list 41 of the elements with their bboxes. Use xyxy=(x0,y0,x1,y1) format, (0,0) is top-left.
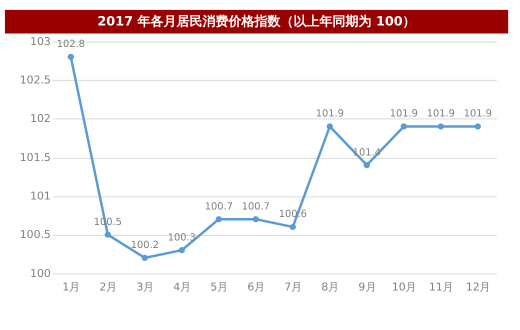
point xyxy=(216,216,222,222)
data-label: 100.7 xyxy=(204,201,233,212)
point xyxy=(104,232,111,238)
point xyxy=(252,216,259,222)
y-tick-label: 101.5 xyxy=(20,150,51,164)
x-tick-label: 4月 xyxy=(173,280,192,294)
point xyxy=(364,162,370,168)
y-tick-label: 100 xyxy=(30,266,51,280)
chart-title: 2017 年各月居民消费价格指数（以上年同期为 100） xyxy=(97,14,416,30)
y-tick-label: 102.5 xyxy=(20,74,51,87)
point xyxy=(438,123,444,130)
x-tick-label: 9月 xyxy=(358,280,376,294)
data-label: 101.9 xyxy=(426,108,455,120)
data-label: 102.8 xyxy=(56,39,85,50)
data-label: 100.7 xyxy=(242,201,270,212)
data-label: 100.2 xyxy=(130,240,159,252)
x-tick-label: 6月 xyxy=(247,280,266,294)
point xyxy=(68,54,74,60)
x-tick-label: 3月 xyxy=(136,280,154,294)
x-tick-label: 11月 xyxy=(428,280,454,294)
x-tick-label: 7月 xyxy=(284,280,302,294)
x-tick-label: 10月 xyxy=(392,280,417,294)
point xyxy=(474,123,481,130)
point xyxy=(400,123,407,130)
y-tick-label: 101 xyxy=(30,189,51,202)
data-label: 101.9 xyxy=(464,108,492,120)
data-label: 100.3 xyxy=(168,232,196,244)
x-tick-label: 8月 xyxy=(321,280,340,294)
point xyxy=(326,123,333,130)
data-label: 101.9 xyxy=(316,108,344,120)
point xyxy=(178,247,185,254)
x-tick-label: 2月 xyxy=(99,280,118,294)
x-tick-label: 5月 xyxy=(210,280,228,294)
point xyxy=(290,224,296,230)
x-tick-label: 12月 xyxy=(466,280,491,294)
y-tick-label: 100.5 xyxy=(20,228,51,242)
point xyxy=(142,254,148,261)
y-tick-label: 103 xyxy=(30,34,51,48)
data-label: 101.9 xyxy=(390,108,418,120)
x-tick-label: 1月 xyxy=(62,280,80,294)
y-tick-label: 102 xyxy=(30,112,51,126)
